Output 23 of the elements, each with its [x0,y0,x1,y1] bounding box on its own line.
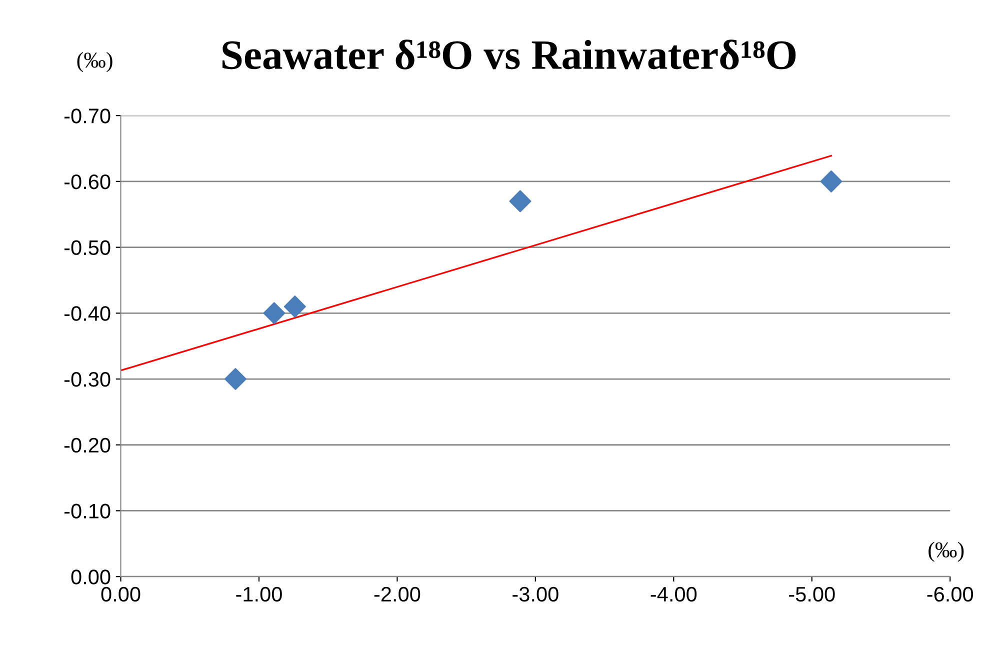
y-tick-label: -0.30 [64,372,110,387]
x-tick-label: -1.00 [236,586,282,602]
chart-title: Seawater δ¹⁸O vs Rainwaterδ¹⁸O [222,40,796,70]
point [284,296,306,318]
x-tick-label: 0.00 [101,586,140,602]
y-axis-title: (‰) [77,52,112,72]
y-tick-label: -0.10 [64,504,110,518]
x-tick-label: -5.00 [789,586,835,602]
point [224,368,246,390]
x-tick-label: -2.00 [374,586,420,602]
y-tick-label: -0.20 [64,438,110,453]
point [509,190,532,212]
x-axis-title: (‰) [928,542,964,562]
x-tick-label: -6.00 [927,586,974,602]
y-tick-label: -0.60 [64,174,110,190]
y-tick-label: -0.40 [64,306,110,321]
x-tick-label: -3.00 [512,586,558,602]
point [263,302,286,324]
x-tick-label: -4.00 [650,586,697,602]
y-tick-label: -0.70 [64,108,110,124]
point [820,170,842,192]
y-tick-label: 0.00 [71,570,110,584]
y-tick-label: -0.50 [64,240,110,256]
